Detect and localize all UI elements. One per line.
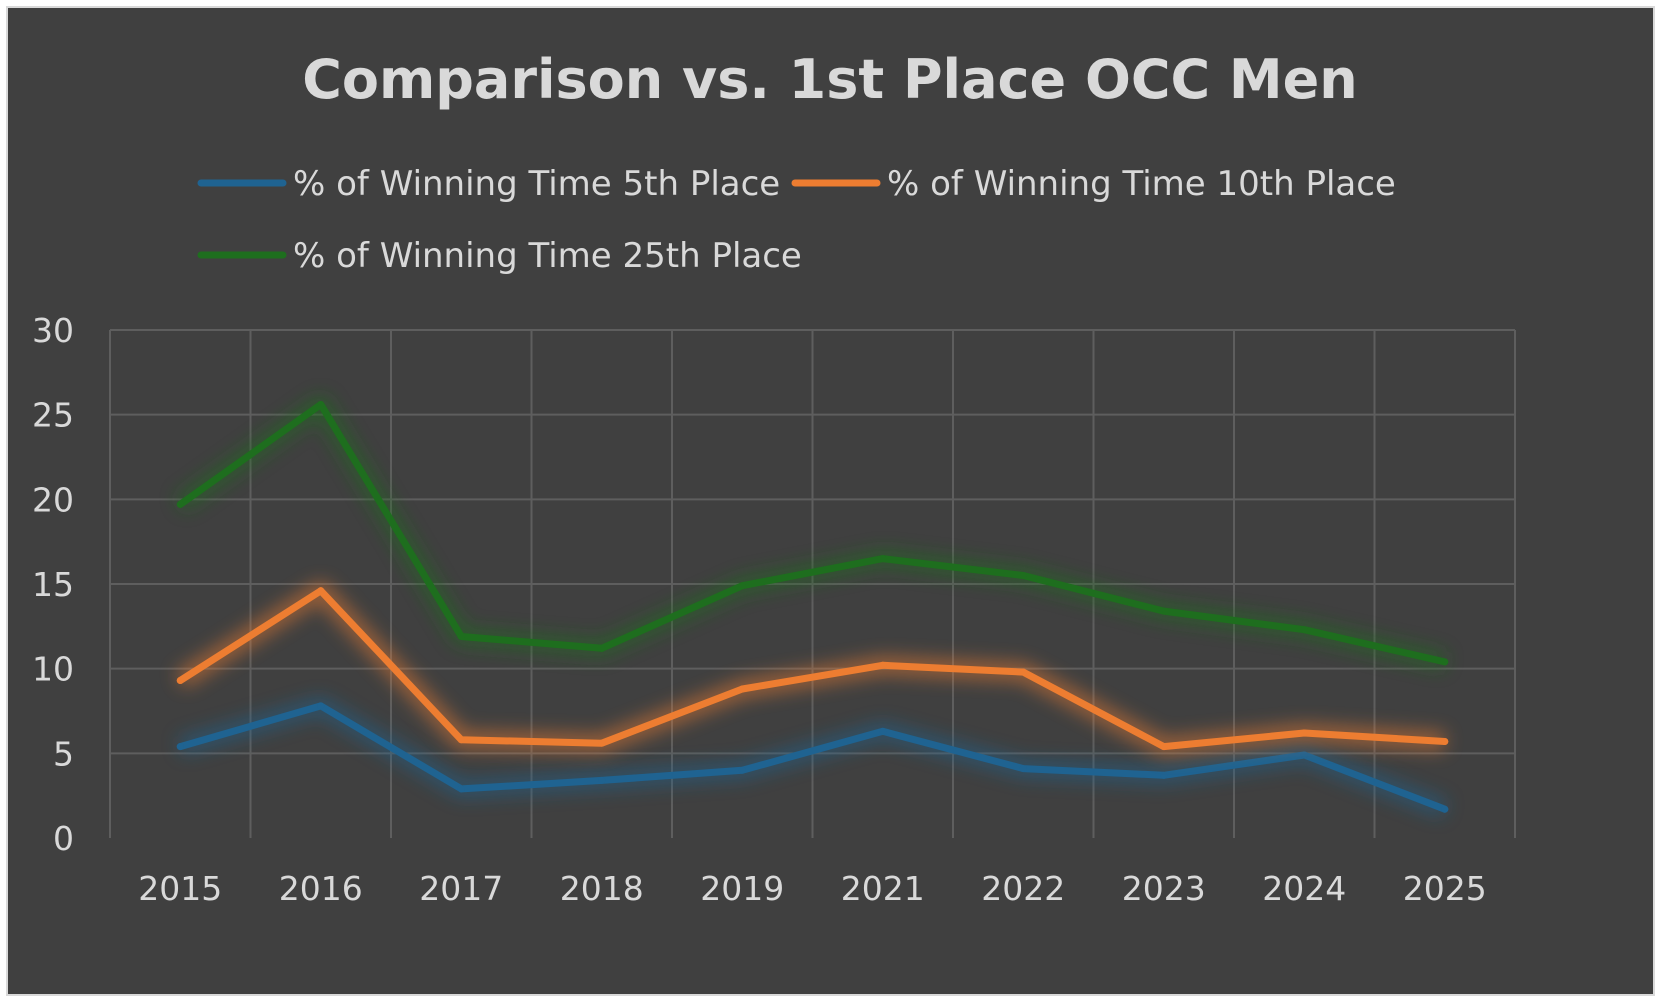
legend-label: % of Winning Time 10th Place	[887, 164, 1396, 204]
y-tick-label: 10	[32, 650, 74, 689]
data-point	[879, 661, 887, 669]
data-point	[1441, 805, 1449, 813]
legend-item: % of Winning Time 5th Place	[197, 164, 780, 204]
chart-title: Comparison vs. 1st Place OCC Men	[302, 48, 1357, 111]
x-tick-label: 2016	[279, 869, 363, 908]
x-axis: 2015 2016 2017 2018 2019 2021 2022 2023 2024 2025	[138, 869, 1486, 908]
data-point	[598, 739, 606, 747]
data-point	[317, 401, 325, 409]
legend-label: % of Winning Time 25th Place	[293, 236, 802, 276]
data-point	[879, 727, 887, 735]
x-tick-label: 2017	[419, 869, 503, 908]
data-point	[176, 677, 184, 685]
data-point	[176, 743, 184, 751]
data-point	[317, 702, 325, 710]
line-chart: Comparison vs. 1st Place OCC Men % of Wi…	[32, 48, 1516, 908]
x-tick-label: 2015	[138, 869, 222, 908]
chart-frame: Comparison vs. 1st Place OCC Men % of Wi…	[6, 6, 1655, 996]
series-layer	[175, 395, 1449, 818]
data-point	[1300, 751, 1308, 759]
data-point	[457, 736, 465, 744]
legend-label: % of Winning Time 5th Place	[293, 164, 780, 204]
data-point	[1160, 607, 1168, 615]
data-point	[1019, 572, 1027, 580]
data-point	[1300, 626, 1308, 634]
y-axis: 0 5 10 15 20 25 30	[32, 311, 74, 858]
y-tick-label: 20	[32, 480, 74, 519]
data-point	[879, 555, 887, 563]
x-tick-label: 2021	[841, 869, 925, 908]
series-line	[176, 587, 1449, 751]
data-point	[598, 644, 606, 652]
y-tick-label: 25	[32, 396, 74, 435]
legend: % of Winning Time 5th Place % of Winning …	[197, 164, 1396, 276]
y-tick-label: 5	[53, 734, 74, 773]
x-tick-label: 2019	[700, 869, 784, 908]
data-point	[317, 587, 325, 595]
data-point	[1441, 737, 1449, 745]
data-point	[1441, 658, 1449, 666]
data-point	[1300, 729, 1308, 737]
x-tick-label: 2025	[1403, 869, 1487, 908]
x-tick-label: 2022	[981, 869, 1065, 908]
data-point	[738, 766, 746, 774]
data-point	[457, 785, 465, 793]
y-tick-label: 15	[32, 565, 74, 604]
series-line	[176, 702, 1449, 813]
data-point	[598, 776, 606, 784]
x-tick-label: 2023	[1122, 869, 1206, 908]
x-tick-label: 2024	[1262, 869, 1346, 908]
x-tick-label: 2018	[560, 869, 644, 908]
legend-item: % of Winning Time 10th Place	[791, 164, 1396, 204]
data-point	[176, 500, 184, 508]
y-tick-label: 0	[53, 819, 74, 858]
data-point	[457, 632, 465, 640]
y-tick-label: 30	[32, 311, 74, 350]
data-point	[738, 685, 746, 693]
data-point	[1019, 668, 1027, 676]
data-point	[1019, 765, 1027, 773]
data-point	[738, 582, 746, 590]
data-point	[1160, 743, 1168, 751]
data-point	[1160, 771, 1168, 779]
series-line	[176, 401, 1449, 666]
legend-item: % of Winning Time 25th Place	[197, 236, 802, 276]
